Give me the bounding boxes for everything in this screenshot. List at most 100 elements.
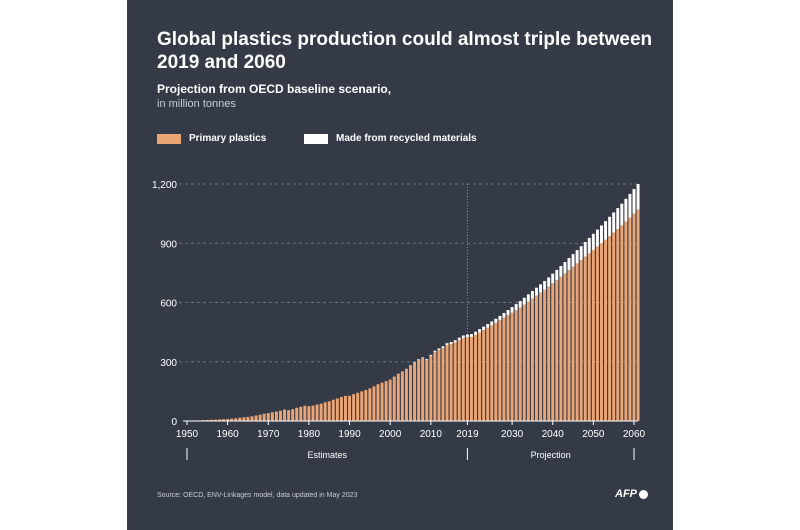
bar-recycled: [461, 335, 465, 339]
bar-recycled: [474, 331, 477, 335]
bar-recycled: [433, 350, 437, 352]
bar-primary: [461, 338, 465, 421]
bar-recycled: [421, 357, 425, 359]
bar-recycled: [498, 315, 502, 321]
bar-recycled: [437, 348, 441, 350]
bar-primary: [303, 405, 307, 421]
bar-primary: [526, 301, 530, 421]
chart-title: Global plastics production could almost …: [157, 29, 653, 73]
period-label-projection: Projection: [531, 450, 571, 460]
bar-primary: [335, 398, 339, 421]
x-tick-label: 2030: [501, 429, 524, 440]
source-note: Source: OECD, ENV-Linkages model, data u…: [157, 492, 358, 499]
bar-recycled: [547, 277, 551, 287]
x-tick-label: 1960: [217, 429, 240, 440]
bar-primary: [551, 283, 555, 421]
bar-primary: [291, 409, 295, 421]
bar-primary: [230, 418, 234, 421]
bar-primary: [246, 416, 250, 421]
bar-primary: [287, 410, 291, 421]
bar-primary: [608, 236, 612, 421]
bar-primary: [559, 276, 563, 421]
bar-recycled: [494, 318, 498, 323]
bar-recycled: [624, 198, 628, 222]
bar-primary: [307, 406, 311, 421]
bar-primary: [339, 396, 343, 421]
bar-recycled: [587, 237, 591, 254]
bar-primary: [567, 270, 571, 421]
bar-primary: [258, 414, 262, 421]
bar-recycled: [636, 184, 640, 210]
bar-primary: [514, 310, 518, 421]
bar-primary: [563, 273, 567, 421]
bar-primary: [469, 337, 473, 421]
bar-primary: [575, 263, 579, 421]
x-tick-label: 1990: [338, 429, 361, 440]
bar-primary: [457, 340, 461, 421]
bar-recycled: [417, 359, 421, 360]
x-tick-label: 1970: [257, 429, 280, 440]
bar-primary: [595, 246, 599, 421]
bar-recycled: [441, 346, 445, 348]
y-tick-label: 900: [160, 239, 177, 250]
bar-primary: [620, 225, 624, 421]
bar-recycled: [595, 229, 599, 247]
bar-primary: [400, 371, 404, 421]
bar-primary: [279, 410, 282, 421]
bar-recycled: [502, 312, 506, 318]
bar-primary: [266, 413, 270, 421]
bar-recycled: [425, 358, 429, 360]
bar-recycled: [539, 284, 542, 293]
bar-primary: [555, 280, 559, 421]
bar-primary: [604, 239, 608, 421]
bar-recycled: [591, 233, 595, 250]
bar-primary: [465, 337, 469, 421]
bar-primary: [327, 401, 331, 421]
bar-primary: [441, 347, 445, 421]
bar-primary: [384, 381, 388, 421]
chart-subtitle: Projection from OECD baseline scenario,: [157, 82, 392, 96]
x-tick-label: 2010: [420, 429, 443, 440]
bar-recycled: [579, 246, 583, 261]
y-tick-label: 0: [171, 417, 177, 428]
bar-recycled: [583, 242, 587, 257]
chart-unit: in million tonnes: [157, 98, 236, 110]
bar-primary: [498, 320, 502, 421]
bar-primary: [616, 229, 620, 421]
bar-primary: [388, 379, 392, 421]
y-tick-label: 1,200: [152, 180, 177, 191]
bar-recycled: [612, 212, 616, 233]
bar-primary: [270, 412, 274, 421]
bar-primary: [421, 358, 425, 421]
bar-primary: [238, 417, 242, 421]
bar-primary: [636, 209, 640, 421]
bar-primary: [218, 419, 221, 421]
bar-recycled: [543, 280, 547, 290]
bar-primary: [506, 315, 510, 421]
bar-primary: [250, 416, 254, 421]
bar-recycled: [567, 258, 571, 271]
bar-primary: [409, 365, 412, 421]
bar-primary: [425, 359, 429, 421]
bar-primary: [323, 402, 327, 421]
bar-recycled: [429, 354, 433, 356]
x-tick-label: 2060: [623, 429, 646, 440]
bar-primary: [311, 405, 315, 421]
bar-recycled: [486, 324, 490, 328]
bar-primary: [356, 392, 360, 421]
bar-primary: [274, 411, 278, 421]
bar-primary: [583, 256, 587, 421]
bar-primary: [299, 406, 303, 421]
bar-primary: [579, 260, 583, 421]
bar-recycled: [575, 250, 579, 264]
bar-primary: [518, 307, 522, 421]
bar-recycled: [453, 340, 457, 343]
bar-recycled: [526, 294, 530, 302]
bar-primary: [368, 388, 372, 421]
x-tick-label: 2000: [379, 429, 402, 440]
bar-recycled: [506, 310, 510, 316]
bar-recycled: [449, 342, 453, 344]
bar-primary: [543, 289, 547, 421]
bar-primary: [360, 391, 364, 421]
x-tick-label: 2040: [542, 429, 565, 440]
